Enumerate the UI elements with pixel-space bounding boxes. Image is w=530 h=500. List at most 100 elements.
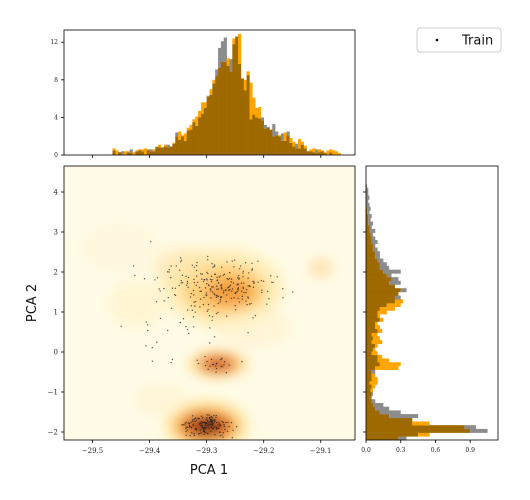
top-y-tick-label: 12 xyxy=(50,39,58,46)
top-bar-overlap xyxy=(135,151,139,155)
right-bar-gray xyxy=(372,402,384,407)
top-bar-orange xyxy=(309,149,313,152)
top-bar-gray xyxy=(263,124,267,129)
scatter-point xyxy=(146,324,149,326)
top-bar-orange xyxy=(320,150,324,152)
right-bar-overlap xyxy=(366,421,413,426)
scatter-point xyxy=(147,329,149,332)
scatter-point xyxy=(185,430,187,433)
right-bar-overlap xyxy=(366,251,376,256)
scatter-point xyxy=(195,417,197,419)
scatter-point xyxy=(191,415,194,417)
top-bar-orange xyxy=(112,148,116,151)
top-bar-overlap xyxy=(235,36,239,155)
scatter-point xyxy=(202,429,205,431)
scatter-point xyxy=(199,306,201,308)
scatter-point xyxy=(252,317,254,319)
top-bar-orange xyxy=(303,145,307,149)
scatter-point xyxy=(211,286,213,288)
right-bar-gray xyxy=(372,243,376,248)
scatter-point xyxy=(234,292,237,295)
scatter-point xyxy=(185,325,187,328)
right-bar-gray xyxy=(464,425,476,430)
top-bar-overlap xyxy=(272,136,276,155)
right-bar-orange xyxy=(394,299,404,304)
right-histogram-bars xyxy=(366,184,488,441)
scatter-point xyxy=(206,421,208,424)
scatter-point xyxy=(218,427,220,429)
scatter-point xyxy=(194,427,197,429)
top-y-tick-label: 4 xyxy=(54,114,58,121)
scatter-point xyxy=(163,300,165,302)
scatter-point xyxy=(178,284,180,287)
top-bar-orange xyxy=(238,33,242,64)
scatter-point xyxy=(186,429,188,431)
scatter-point xyxy=(221,357,223,360)
density-blob xyxy=(153,248,214,288)
scatter-point xyxy=(214,273,217,275)
top-bar-orange xyxy=(180,135,185,137)
top-bar-gray xyxy=(286,131,290,136)
scatter-point xyxy=(192,424,194,427)
scatter-point xyxy=(210,297,212,299)
scatter-point xyxy=(250,302,252,305)
scatter-point xyxy=(236,284,238,286)
top-bar-orange xyxy=(317,149,322,153)
right-histogram-x-ticks: 0.0 0.3 0.6 0.9 xyxy=(361,440,475,454)
top-bar-overlap xyxy=(189,129,193,155)
top-bar-orange xyxy=(312,148,316,153)
scatter-point xyxy=(168,271,170,273)
scatter-point xyxy=(195,428,198,430)
top-bar-overlap xyxy=(178,139,182,155)
scatter-point xyxy=(192,289,195,292)
scatter-point xyxy=(213,336,216,338)
scatter-point xyxy=(200,432,202,434)
top-bar-overlap xyxy=(175,136,179,155)
top-bar-overlap xyxy=(317,152,322,155)
scatter-point xyxy=(246,303,248,306)
scatter-point xyxy=(209,288,212,290)
top-bar-orange xyxy=(337,153,342,155)
scatter-point xyxy=(249,285,251,288)
legend-box xyxy=(416,27,502,53)
scatter-point xyxy=(213,264,216,266)
scatter-point xyxy=(237,277,239,279)
top-bar-orange xyxy=(300,141,304,145)
top-bar-overlap xyxy=(118,152,122,155)
scatter-point xyxy=(194,420,196,423)
top-bar-orange xyxy=(198,110,202,118)
scatter-point xyxy=(163,287,165,290)
right-bar-overlap xyxy=(366,317,380,322)
scatter-point xyxy=(218,422,220,424)
scatter-point xyxy=(193,294,195,296)
legend-marker xyxy=(435,38,439,42)
scatter-point xyxy=(212,266,214,268)
right-bar-orange xyxy=(371,377,378,382)
top-bar-overlap xyxy=(218,67,222,155)
scatter-point xyxy=(159,317,162,320)
scatter-point xyxy=(186,426,189,429)
scatter-point xyxy=(213,421,216,423)
top-bar-orange xyxy=(163,144,168,147)
right-bar-orange xyxy=(377,314,380,319)
scatter-point xyxy=(205,418,208,420)
scatter-point xyxy=(201,278,203,280)
top-bar-orange xyxy=(243,79,247,91)
scatter-point xyxy=(210,430,212,433)
scatter-point xyxy=(185,275,187,278)
scatter-point xyxy=(195,419,198,421)
scatter-point xyxy=(235,308,237,311)
scatter-point xyxy=(199,429,202,431)
right-bar-gray xyxy=(367,206,371,211)
right-bar-overlap xyxy=(366,210,368,215)
scatter-point xyxy=(166,271,169,273)
scatter-point xyxy=(262,280,265,282)
right-bar-gray xyxy=(366,199,369,204)
top-bar-gray xyxy=(129,149,133,154)
right-bar-gray xyxy=(366,184,368,189)
top-bar-overlap xyxy=(158,147,162,155)
right-bar-orange xyxy=(377,358,390,363)
scatter-point xyxy=(211,363,214,366)
top-bar-orange xyxy=(152,149,156,152)
